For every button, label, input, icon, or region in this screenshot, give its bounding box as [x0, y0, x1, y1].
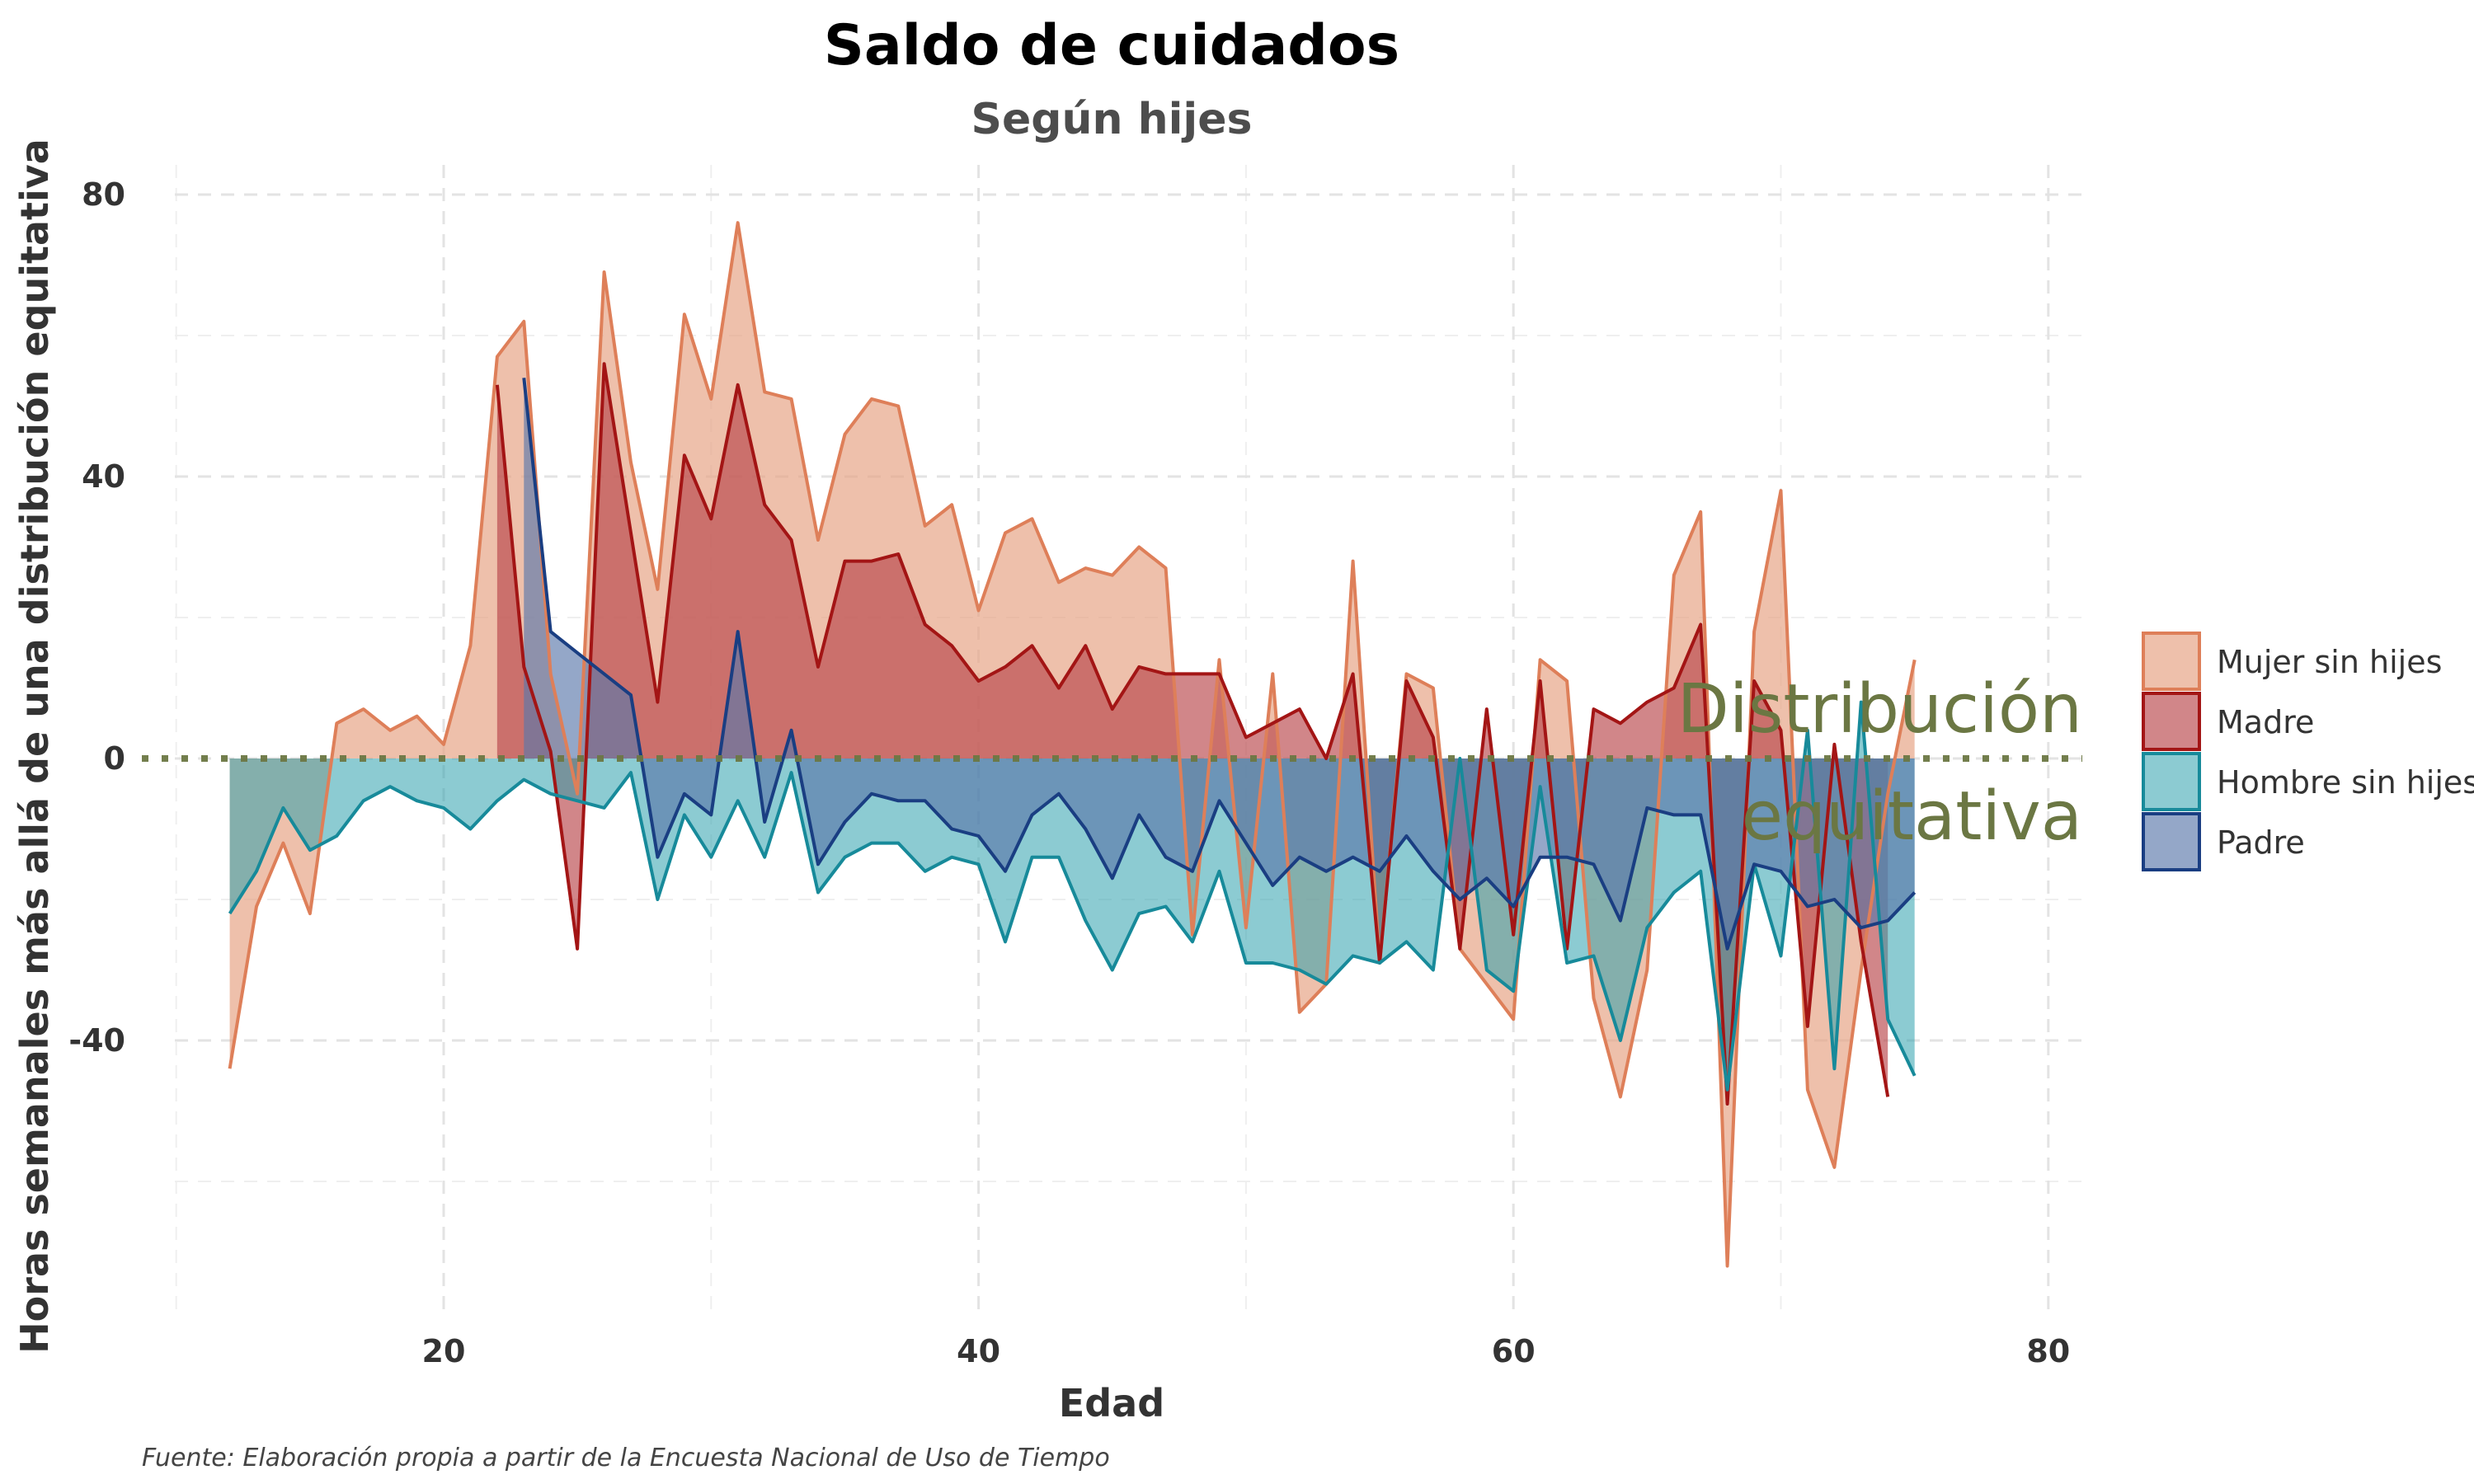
line-madre: [495, 362, 1890, 1106]
legend-label-hombre-sin-hijes: Hombre sin hijes: [2217, 764, 2474, 801]
legend-label-padre: Padre: [2217, 824, 2305, 861]
y-tick-label: 80: [82, 176, 125, 213]
source-caption: Fuente: Elaboración propia a partir de l…: [142, 1444, 1110, 1472]
legend: Mujer sin hijes Madre Hombre sin hijes Padr…: [2142, 632, 2474, 871]
y-tick-label: 0: [104, 740, 125, 777]
reference-label-line2: equitativa: [1742, 777, 2082, 856]
reference-label-line1: Distribución: [1677, 670, 2082, 749]
x-tick-label: 20: [422, 1333, 466, 1369]
legend-key-madre: [2142, 692, 2201, 751]
y-tick-label: -40: [68, 1022, 125, 1059]
legend-key-mujer-sin-hijes: [2142, 632, 2201, 691]
x-tick-label: 60: [1492, 1333, 1536, 1369]
x-axis-title: Edad: [1059, 1381, 1164, 1425]
area-madre: [496, 364, 1888, 1104]
legend-label-mujer-sin-hijes: Mujer sin hijes: [2217, 644, 2442, 680]
line-hombre-sin-hijes: [228, 700, 1917, 1092]
y-axis-ticks: 80 40 0 -40: [68, 176, 125, 1059]
x-tick-label: 40: [957, 1333, 1000, 1369]
y-axis-title: Horas semanales más allá de una distribu…: [12, 139, 57, 1354]
legend-key-hombre-sin-hijes: [2142, 752, 2201, 811]
x-tick-label: 80: [2026, 1333, 2070, 1369]
y-tick-label: 40: [82, 458, 125, 495]
reference-annotation: Distribución equitativa: [1677, 670, 2082, 856]
legend-key-padre: [2142, 812, 2201, 871]
area-padre: [524, 378, 1915, 949]
x-axis-ticks: 20 40 60 80: [422, 1333, 2071, 1369]
legend-label-madre: Madre: [2217, 704, 2314, 740]
series-areas: [229, 223, 1915, 1266]
chart-title: Saldo de cuidados: [824, 13, 1399, 78]
line-mujer-sin-hijes: [228, 221, 1917, 1268]
chart-subtitle: Según hijes: [971, 95, 1253, 144]
